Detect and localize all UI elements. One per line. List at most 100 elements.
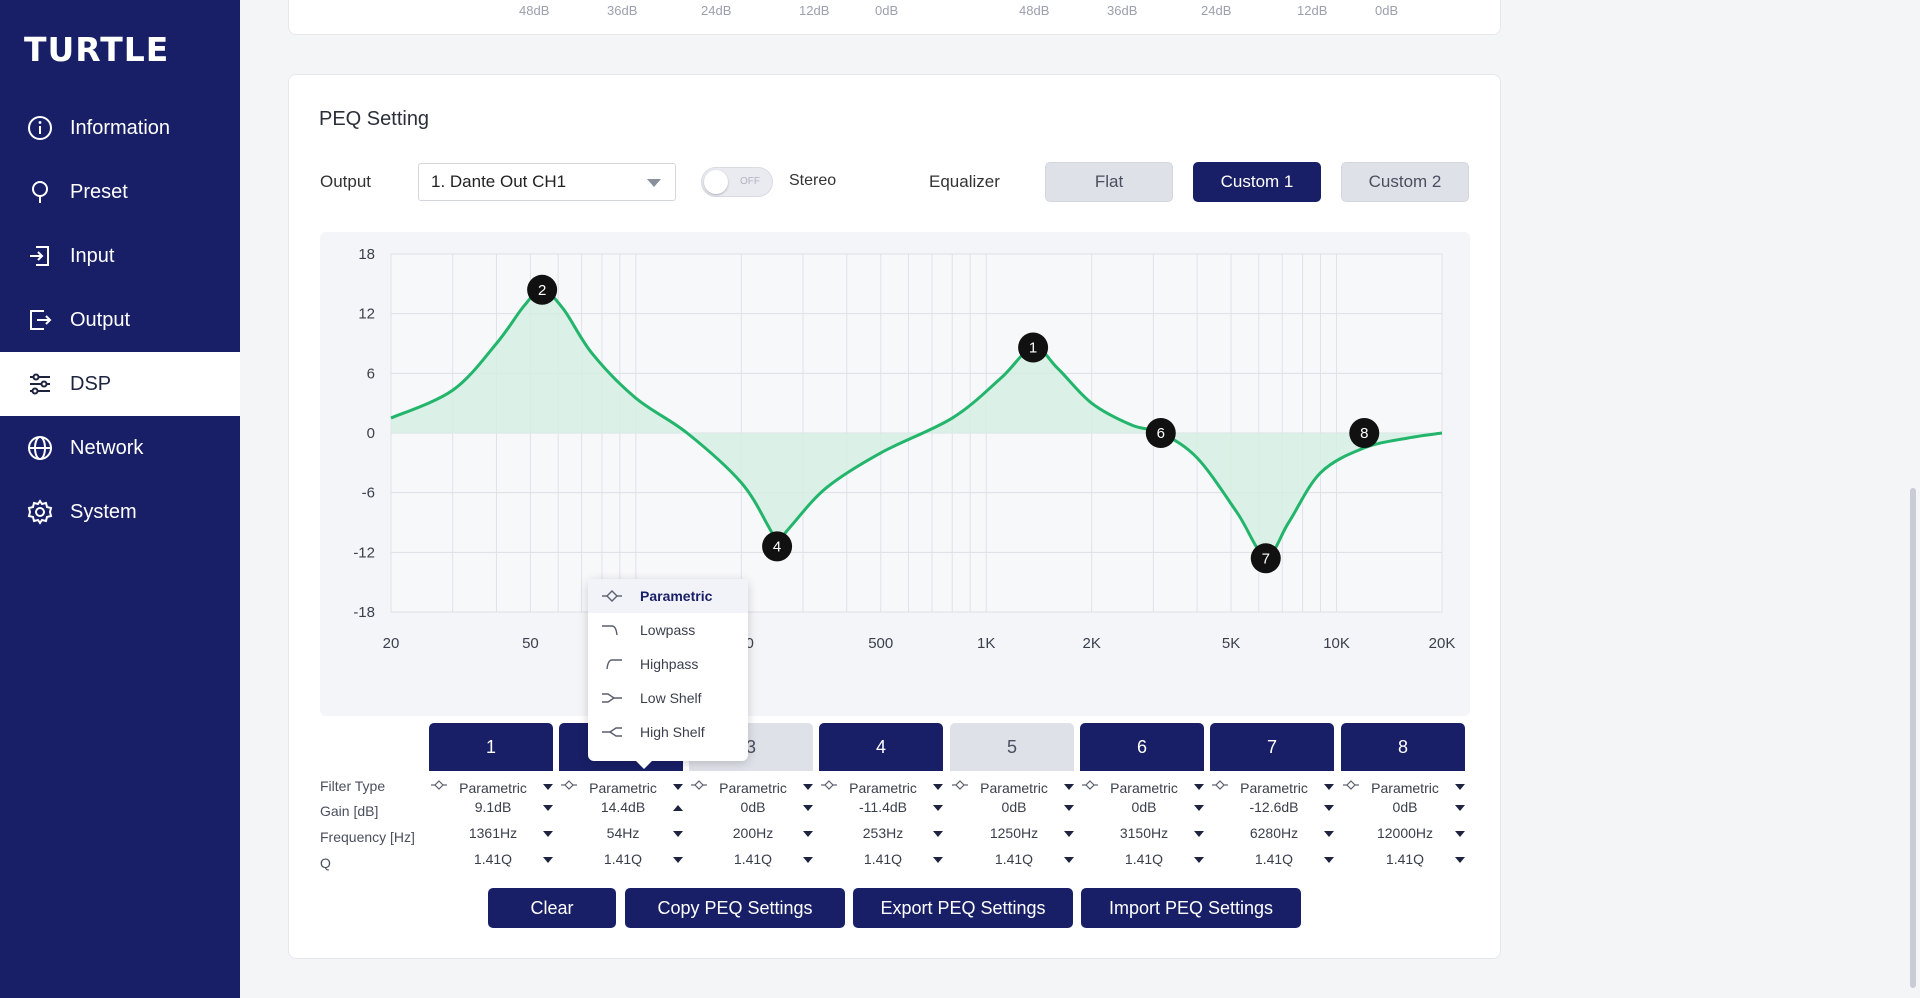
band-tab-1[interactable]: 1 [429,723,553,771]
chevron-down-icon[interactable] [803,831,813,837]
q-value[interactable]: 1.41Q [473,851,513,867]
q-value[interactable]: 1.41Q [603,851,643,867]
gain-value[interactable]: 9.1dB [474,799,512,815]
sidebar-item-output[interactable]: Output [0,288,240,352]
copy-peq-settings-button[interactable]: Copy PEQ Settings [625,888,845,928]
menu-item-low-shelf[interactable]: Low Shelf [588,681,748,715]
sidebar-item-network[interactable]: Network [0,416,240,480]
band-marker[interactable] [1018,332,1049,363]
filter-type-value[interactable]: Parametric [1240,780,1308,796]
frequency-value[interactable]: 3150Hz [1119,825,1169,841]
band-marker[interactable] [1349,418,1380,448]
sidebar-item-input[interactable]: Input [0,224,240,288]
chevron-up-icon[interactable] [673,805,683,811]
output-select[interactable]: 1. Dante Out CH1 [418,163,676,201]
sidebar-item-dsp[interactable]: DSP [0,352,240,416]
page-scrollbar[interactable] [1910,488,1916,988]
chevron-down-icon[interactable] [543,784,553,790]
chevron-down-icon[interactable] [673,857,683,863]
chevron-down-icon[interactable] [933,805,943,811]
filter-type-value[interactable]: Parametric [849,780,917,796]
q-value[interactable]: 1.41Q [1385,851,1425,867]
gain-value[interactable]: 0dB [1001,799,1027,815]
eq-chart[interactable]: 181260-6-12-1820501002005001K2K5K10K20K2… [320,232,1470,716]
band-tab-5[interactable]: 5 [950,723,1074,771]
chevron-down-icon[interactable] [933,784,943,790]
frequency-value[interactable]: 12000Hz [1376,825,1434,841]
chevron-down-icon[interactable] [933,831,943,837]
chevron-down-icon[interactable] [673,784,683,790]
eq-flat-button[interactable]: Flat [1045,162,1173,202]
sidebar-item-system[interactable]: System [0,480,240,544]
chevron-down-icon[interactable] [1455,805,1465,811]
menu-item-highpass[interactable]: Highpass [588,647,748,681]
chevron-down-icon[interactable] [1194,857,1204,863]
chevron-down-icon[interactable] [1064,784,1074,790]
menu-item-parametric[interactable]: Parametric [588,579,748,613]
q-value[interactable]: 1.41Q [863,851,903,867]
q-value[interactable]: 1.41Q [1124,851,1164,867]
q-value[interactable]: 1.41Q [994,851,1034,867]
q-value[interactable]: 1.41Q [1254,851,1294,867]
gain-value[interactable]: -11.4dB [859,799,907,815]
chevron-down-icon[interactable] [803,857,813,863]
filter-type-value[interactable]: Parametric [459,780,527,796]
chevron-down-icon[interactable] [1064,857,1074,863]
band-marker[interactable] [1145,418,1176,448]
chevron-down-icon[interactable] [1455,784,1465,790]
chevron-down-icon[interactable] [1455,831,1465,837]
filter-type-value[interactable]: Parametric [719,780,787,796]
chevron-down-icon[interactable] [673,831,683,837]
band-marker[interactable] [527,274,558,305]
band-marker[interactable] [762,531,793,562]
sidebar-item-information[interactable]: Information [0,96,240,160]
gain-value[interactable]: 0dB [740,799,766,815]
chevron-down-icon[interactable] [1324,784,1334,790]
chevron-down-icon[interactable] [1324,805,1334,811]
eq-custom1-button[interactable]: Custom 1 [1193,162,1321,202]
gain-value[interactable]: 0dB [1392,799,1418,815]
clear-button[interactable]: Clear [488,888,616,928]
gain-value[interactable]: -12.6dB [1249,799,1299,815]
band-tab-6[interactable]: 6 [1080,723,1204,771]
chevron-down-icon[interactable] [1194,784,1204,790]
chevron-down-icon[interactable] [803,784,813,790]
chevron-down-icon[interactable] [543,805,553,811]
q-value[interactable]: 1.41Q [733,851,773,867]
stereo-toggle[interactable]: OFF [701,167,773,197]
import-peq-settings-button[interactable]: Import PEQ Settings [1081,888,1301,928]
chevron-down-icon[interactable] [1194,831,1204,837]
filter-type-value[interactable]: Parametric [589,780,657,796]
frequency-value[interactable]: 200Hz [732,825,774,841]
filter-type-value[interactable]: Parametric [980,780,1048,796]
gain-value[interactable]: 14.4dB [600,799,646,815]
chevron-down-icon[interactable] [1064,805,1074,811]
gain-value[interactable]: 0dB [1131,799,1157,815]
frequency-value[interactable]: 54Hz [606,825,640,841]
menu-item-lowpass[interactable]: Lowpass [588,613,748,647]
frequency-value[interactable]: 6280Hz [1249,825,1299,841]
chevron-down-icon[interactable] [803,805,813,811]
chevron-down-icon[interactable] [1455,857,1465,863]
chevron-down-icon[interactable] [1324,831,1334,837]
export-peq-settings-button[interactable]: Export PEQ Settings [853,888,1073,928]
chevron-down-icon[interactable] [543,857,553,863]
chevron-down-icon[interactable] [1324,857,1334,863]
band-tab-4[interactable]: 4 [819,723,943,771]
frequency-value[interactable]: 253Hz [862,825,904,841]
band-tab-8[interactable]: 8 [1341,723,1465,771]
frequency-value[interactable]: 1361Hz [468,825,518,841]
menu-item-high-shelf[interactable]: High Shelf [588,715,748,749]
filter-type-value[interactable]: Parametric [1110,780,1178,796]
sidebar-item-preset[interactable]: Preset [0,160,240,224]
chevron-down-icon[interactable] [1194,805,1204,811]
chevron-down-icon[interactable] [933,857,943,863]
band-tab-7[interactable]: 7 [1210,723,1334,771]
band-marker[interactable] [1250,543,1281,574]
frequency-value[interactable]: 1250Hz [989,825,1039,841]
filter-type-value[interactable]: Parametric [1371,780,1439,796]
chevron-down-icon[interactable] [543,831,553,837]
eq-custom2-button[interactable]: Custom 2 [1341,162,1469,202]
equalizer-label: Equalizer [929,172,1000,191]
chevron-down-icon[interactable] [1064,831,1074,837]
